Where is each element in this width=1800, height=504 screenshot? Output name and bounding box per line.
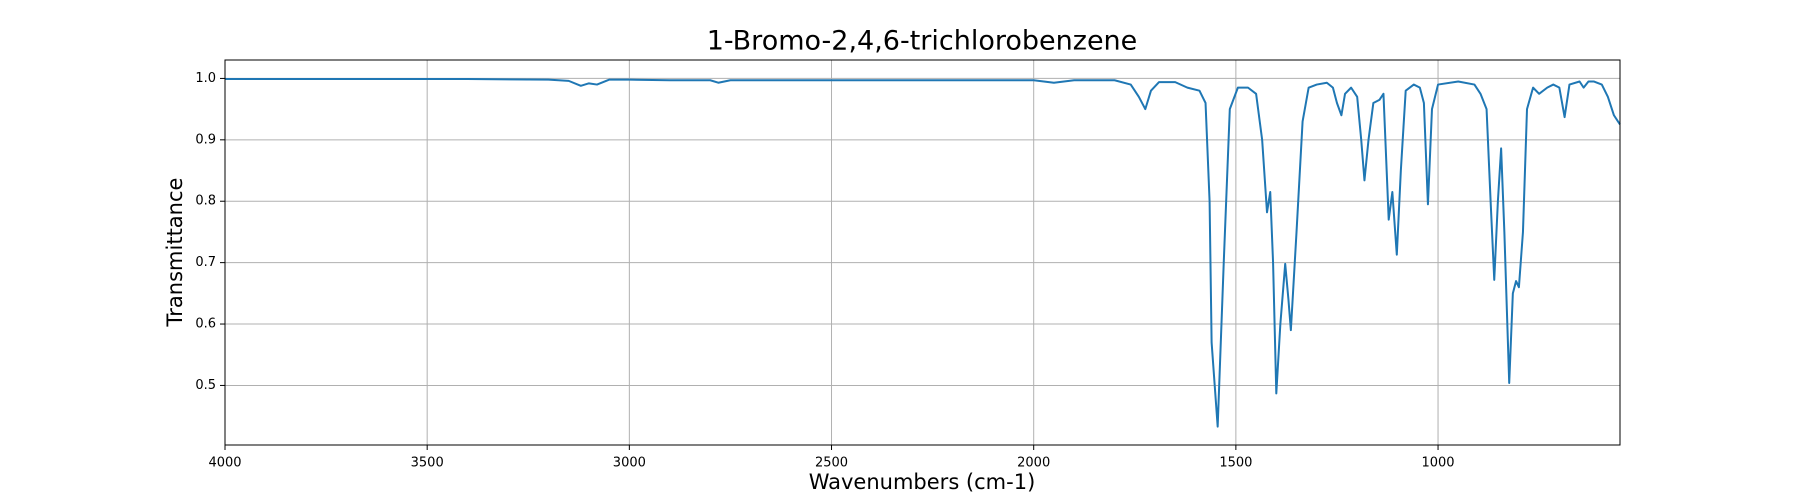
x-tick-label: 3500 (411, 456, 444, 471)
y-tick-label: 0.8 (195, 194, 216, 209)
plot-frame (224, 59, 1621, 446)
x-tick-label: 3000 (613, 456, 646, 471)
y-tick-label: 0.9 (195, 132, 216, 147)
x-tick-label: 2000 (1017, 456, 1050, 471)
y-tick-label: 1.0 (195, 71, 216, 86)
x-tick-label: 1500 (1219, 456, 1252, 471)
x-axis-label: Wavenumbers (cm-1) (809, 470, 1036, 494)
y-axis-label: Transmittance (163, 178, 187, 328)
y-tick-label: 0.7 (195, 255, 216, 270)
x-tick-label: 1000 (1421, 456, 1454, 471)
chart-title: 1-Bromo-2,4,6-trichlorobenzene (707, 26, 1138, 57)
y-tick-label: 0.5 (195, 378, 216, 393)
x-tick-label: 4000 (208, 456, 241, 471)
y-tick-label: 0.6 (195, 317, 216, 332)
x-tick-label: 2500 (815, 456, 848, 471)
spectrum-line (225, 78, 1621, 428)
